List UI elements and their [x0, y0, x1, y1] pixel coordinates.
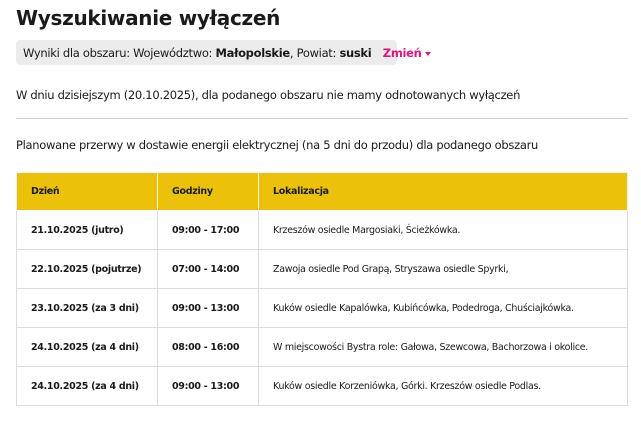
planned-heading: Planowane przerwy w dostawie energii ele…	[16, 138, 538, 152]
cell-hours: 09:00 - 17:00	[157, 210, 259, 250]
divider	[16, 118, 628, 119]
cell-hours: 09:00 - 13:00	[157, 366, 259, 406]
cell-location: Zawoja osiedle Pod Grapą, Stryszawa osie…	[258, 249, 628, 289]
table-row: 24.10.2025 (za 4 dni) 08:00 - 16:00 W miej…	[16, 327, 628, 367]
cell-day: 23.10.2025 (za 3 dni)	[16, 288, 158, 328]
cell-hours: 09:00 - 13:00	[157, 288, 259, 328]
change-area-button[interactable]: Zmień	[383, 46, 431, 60]
cell-location: Krzeszów osiedle Margosiaki, Ścieżkówka.	[258, 210, 628, 250]
cell-location: Kuków osiedle Kapalówka, Kubińcówka, Pod…	[258, 288, 628, 328]
caret-down-icon	[424, 51, 431, 56]
table-row: 22.10.2025 (pojutrze) 07:00 - 14:00 Zawoja…	[16, 249, 628, 289]
table-header: Dzień Godziny Lokalizacja	[16, 172, 628, 211]
outages-table: Dzień Godziny Lokalizacja 21.10.2025 (ju…	[16, 172, 628, 406]
table-row: 24.10.2025 (za 4 dni) 09:00 - 13:00 Kuków …	[16, 366, 628, 406]
cell-location: Kuków osiedle Korzeniówka, Górki. Krzesz…	[258, 366, 628, 406]
cell-day: 22.10.2025 (pojutrze)	[16, 249, 158, 289]
change-label: Zmień	[382, 46, 422, 60]
today-info: W dniu dzisiejszym (20.10.2025), dla pod…	[16, 88, 521, 102]
header-day: Dzień	[16, 172, 158, 211]
county-value: suski	[339, 46, 372, 60]
cell-hours: 08:00 - 16:00	[157, 327, 259, 367]
header-hours: Godziny	[157, 172, 259, 211]
voivodeship-value: Małopolskie	[215, 46, 291, 60]
filter-prefix: Wyniki dla obszaru: Województwo:	[23, 46, 216, 60]
area-filter: Wyniki dla obszaru: Województwo: Małopol…	[16, 40, 431, 65]
table-row: 21.10.2025 (jutro) 09:00 - 17:00 Krzeszów …	[16, 210, 628, 250]
cell-day: 24.10.2025 (za 4 dni)	[16, 327, 158, 367]
table-row: 23.10.2025 (za 3 dni) 09:00 - 13:00 Kuków …	[16, 288, 628, 328]
cell-hours: 07:00 - 14:00	[157, 249, 259, 289]
page-title: Wyszukiwanie wyłączeń	[16, 6, 281, 30]
header-location: Lokalizacja	[258, 172, 628, 211]
cell-location: W miejscowości Bystra role: Gałowa, Szew…	[258, 327, 628, 367]
county-label: , Powiat:	[289, 46, 340, 60]
cell-day: 24.10.2025 (za 4 dni)	[16, 366, 158, 406]
cell-day: 21.10.2025 (jutro)	[16, 210, 158, 250]
